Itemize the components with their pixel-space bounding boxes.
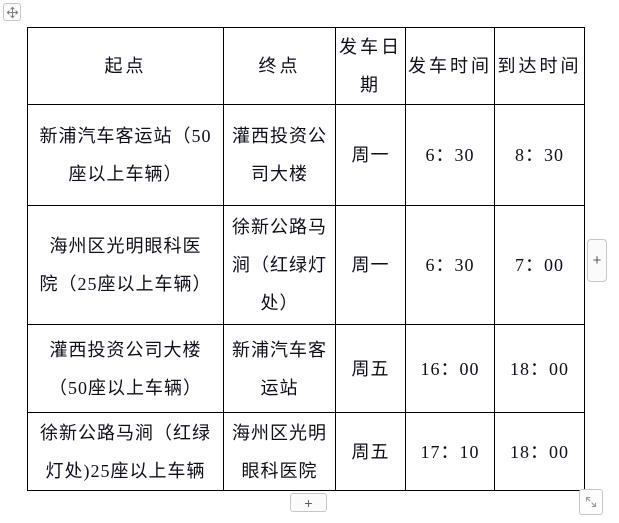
- move-cross-icon: [6, 6, 19, 19]
- header-cell-departure-date[interactable]: 发车日 期: [335, 27, 406, 105]
- diagonal-resize-icon: [584, 495, 598, 509]
- table-row: 新浦汽车客运站（50 座以上车辆） 灌西投资公 司大楼 周一 6：30 8：30: [27, 104, 585, 206]
- table-row: 徐新公路马涧（红绿 灯处)25座以上车辆 海州区光明 眼科医院 周五 17：10…: [27, 412, 585, 491]
- header-cell-departure-time[interactable]: 发车时间: [405, 27, 495, 105]
- cell-departure-date[interactable]: 周五: [335, 412, 406, 491]
- bus-schedule-table: 起点 终点 发车日 期 发车时间 到达时间 新浦汽车客运站（50 座以上车辆） …: [27, 27, 585, 491]
- cell-arrival-time[interactable]: 18：00: [494, 412, 585, 491]
- add-column-button[interactable]: +: [587, 239, 607, 282]
- cell-departure-time[interactable]: 6：30: [405, 104, 495, 206]
- cell-departure-date[interactable]: 周一: [335, 205, 406, 325]
- cell-origin[interactable]: 灌西投资公司大楼 （50座以上车辆）: [27, 324, 224, 413]
- header-row: 起点 终点 发车日 期 发车时间 到达时间: [27, 27, 585, 105]
- cell-departure-date[interactable]: 周五: [335, 324, 406, 413]
- cell-departure-time[interactable]: 6：30: [405, 205, 495, 325]
- cell-destination[interactable]: 海州区光明 眼科医院: [223, 412, 336, 491]
- table-row: 灌西投资公司大楼 （50座以上车辆） 新浦汽车客 运站 周五 16：00 18：…: [27, 324, 585, 413]
- cell-origin[interactable]: 新浦汽车客运站（50 座以上车辆）: [27, 104, 224, 206]
- cell-arrival-time[interactable]: 7：00: [494, 205, 585, 325]
- cell-arrival-time[interactable]: 18：00: [494, 324, 585, 413]
- cell-arrival-time[interactable]: 8：30: [494, 104, 585, 206]
- table-row: 海州区光明眼科医 院（25座以上车辆） 徐新公路马 涧（红绿灯 处） 周一 6：…: [27, 205, 585, 325]
- table-resize-handle[interactable]: [579, 489, 603, 515]
- table-move-handle[interactable]: [3, 3, 21, 21]
- cell-departure-time[interactable]: 16：00: [405, 324, 495, 413]
- cell-destination[interactable]: 灌西投资公 司大楼: [223, 104, 336, 206]
- header-cell-arrival-time[interactable]: 到达时间: [494, 27, 585, 105]
- header-cell-destination[interactable]: 终点: [223, 27, 336, 105]
- cell-origin[interactable]: 徐新公路马涧（红绿 灯处)25座以上车辆: [27, 412, 224, 491]
- header-cell-origin[interactable]: 起点: [27, 27, 224, 105]
- add-row-button[interactable]: +: [290, 493, 327, 512]
- cell-departure-date[interactable]: 周一: [335, 104, 406, 206]
- cell-departure-time[interactable]: 17：10: [405, 412, 495, 491]
- cell-destination[interactable]: 徐新公路马 涧（红绿灯 处）: [223, 205, 336, 325]
- cell-origin[interactable]: 海州区光明眼科医 院（25座以上车辆）: [27, 205, 224, 325]
- cell-destination[interactable]: 新浦汽车客 运站: [223, 324, 336, 413]
